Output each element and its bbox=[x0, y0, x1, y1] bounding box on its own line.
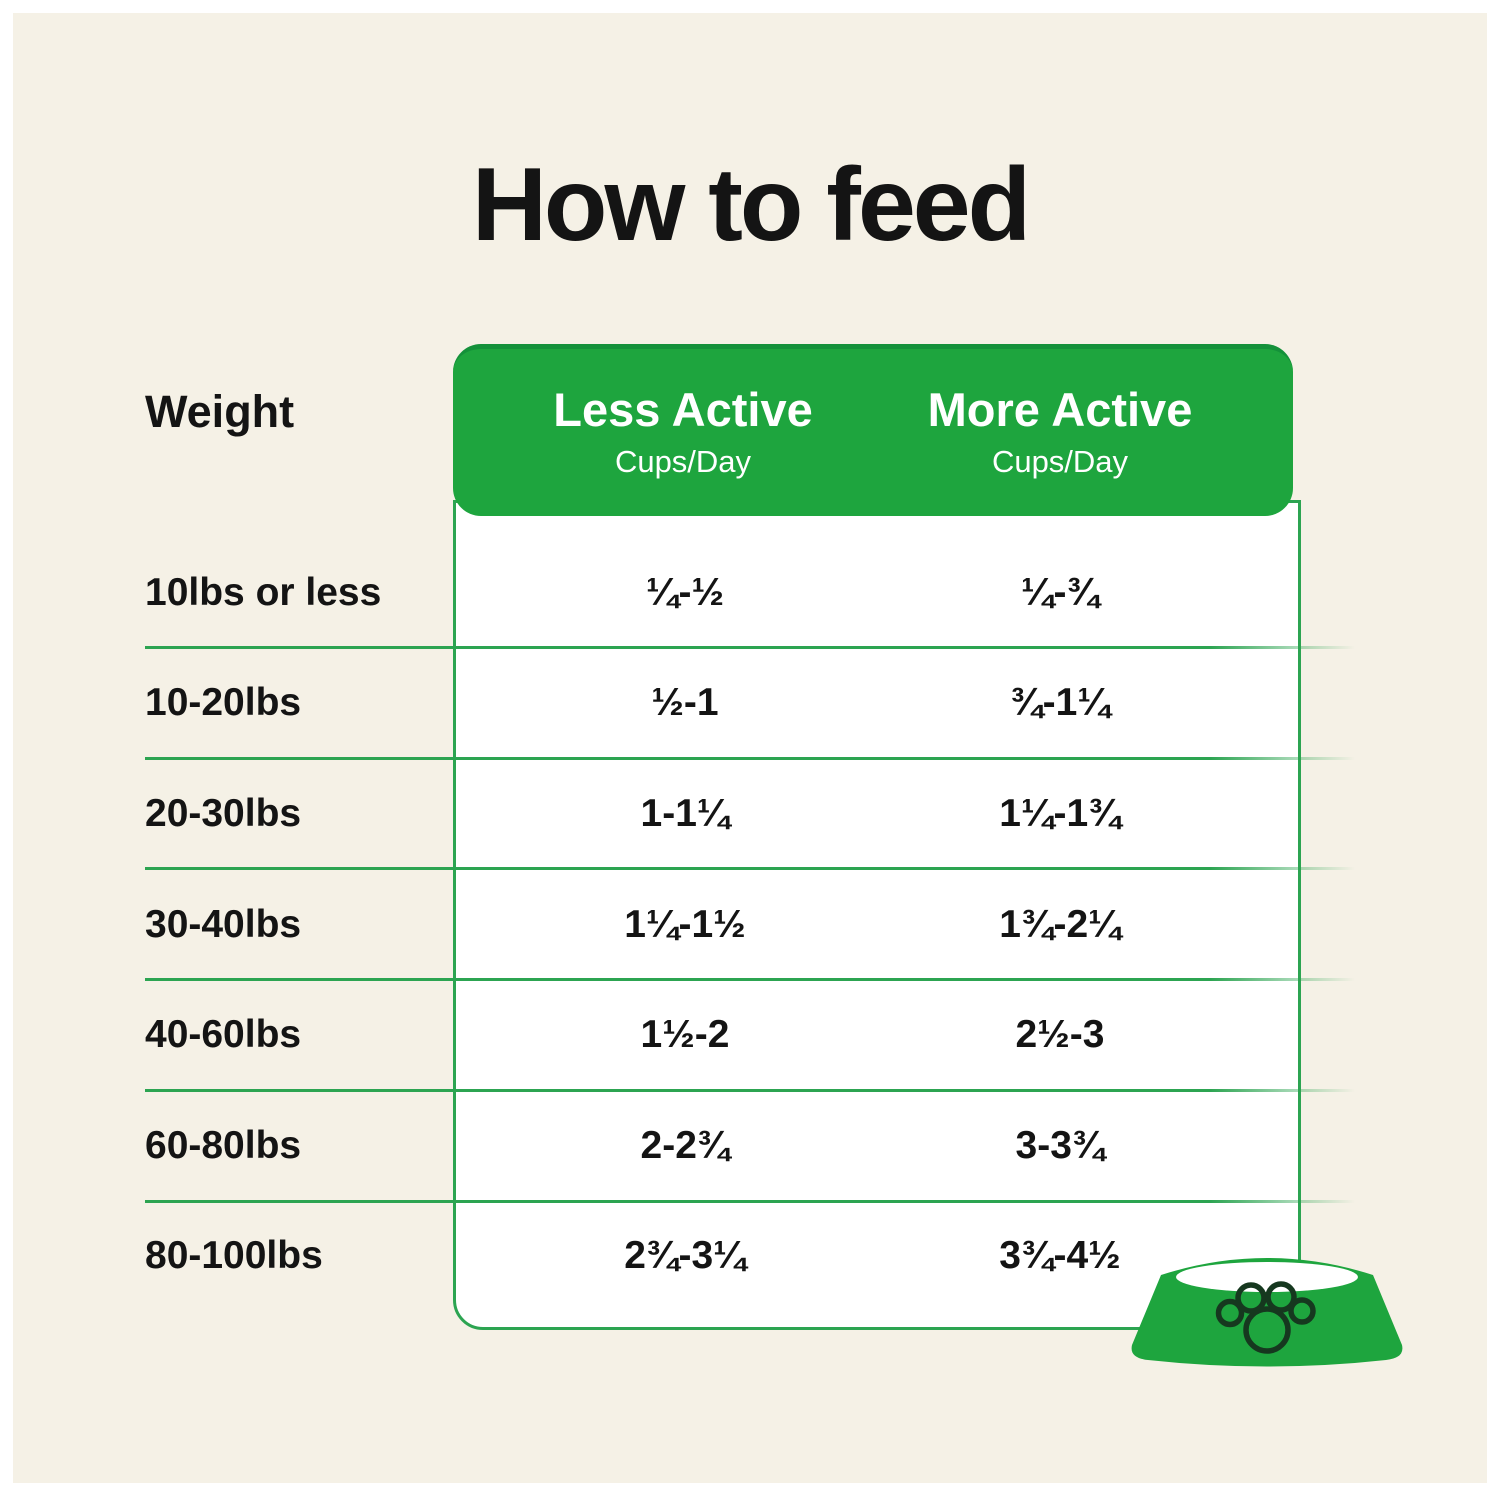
less-active-column-header: Less Active Cups/Day bbox=[483, 383, 883, 482]
row-weight-label: 30-40lbs bbox=[145, 903, 302, 946]
less-active-label: Less Active bbox=[553, 383, 813, 436]
row-less-active-value: ½-1 bbox=[651, 681, 719, 724]
row-divider bbox=[145, 1089, 1355, 1092]
table-row: 60-80lbs 2-2¾ 3-3¾ bbox=[0, 1118, 1500, 1174]
row-weight-label: 40-60lbs bbox=[145, 1013, 302, 1056]
more-active-label: More Active bbox=[927, 383, 1193, 436]
less-active-units: Cups/Day bbox=[614, 444, 752, 479]
bowl-opening bbox=[1176, 1262, 1358, 1292]
row-less-active-value: 1¼-1½ bbox=[624, 903, 746, 946]
more-active-column-header: More Active Cups/Day bbox=[890, 383, 1230, 482]
feeding-table-body bbox=[453, 500, 1301, 1330]
row-divider bbox=[145, 978, 1355, 981]
row-less-active-value: 1½-2 bbox=[640, 1013, 730, 1056]
dog-bowl-icon bbox=[1131, 1258, 1403, 1367]
row-weight-label: 20-30lbs bbox=[145, 792, 302, 835]
table-row: 10lbs or less ¼-½ ¼-¾ bbox=[0, 565, 1500, 621]
table-row: 10-20lbs ½-1 ¾-1¼ bbox=[0, 675, 1500, 731]
row-divider bbox=[145, 646, 1355, 649]
table-row: 80-100lbs 2¾-3¼ 3¾-4½ bbox=[0, 1228, 1500, 1284]
feeding-table-header: Less Active Cups/Day More Active Cups/Da… bbox=[453, 344, 1293, 516]
row-less-active-value: 1-1¼ bbox=[640, 792, 730, 835]
paw-print-icon bbox=[1215, 1281, 1316, 1354]
row-more-active-value: 1¼-1¾ bbox=[999, 792, 1121, 835]
row-more-active-value: ¾-1¼ bbox=[1010, 681, 1110, 724]
row-weight-label: 10lbs or less bbox=[145, 571, 382, 614]
more-active-units: Cups/Day bbox=[991, 444, 1129, 479]
row-weight-label: 60-80lbs bbox=[145, 1124, 302, 1167]
row-less-active-value: ¼-½ bbox=[645, 571, 725, 614]
row-divider bbox=[145, 757, 1355, 760]
row-less-active-value: 2-2¾ bbox=[640, 1124, 730, 1167]
row-divider bbox=[145, 867, 1355, 870]
row-more-active-value: 1¾-2¼ bbox=[999, 903, 1121, 946]
row-weight-label: 10-20lbs bbox=[145, 681, 302, 724]
row-more-active-value: 3¾-4½ bbox=[999, 1234, 1121, 1277]
row-divider bbox=[145, 1200, 1355, 1203]
table-row: 40-60lbs 1½-2 2½-3 bbox=[0, 1007, 1500, 1063]
row-more-active-value: 2½-3 bbox=[1015, 1013, 1105, 1056]
row-more-active-value: 3-3¾ bbox=[1015, 1124, 1105, 1167]
table-row: 30-40lbs 1¼-1½ 1¾-2¼ bbox=[0, 897, 1500, 953]
row-weight-label: 80-100lbs bbox=[145, 1234, 323, 1277]
table-row: 20-30lbs 1-1¼ 1¼-1¾ bbox=[0, 786, 1500, 842]
page-title: How to feed bbox=[471, 147, 1031, 263]
row-more-active-value: ¼-¾ bbox=[1020, 571, 1100, 614]
weight-column-header: Weight bbox=[145, 386, 295, 437]
row-less-active-value: 2¾-3¼ bbox=[624, 1234, 746, 1277]
